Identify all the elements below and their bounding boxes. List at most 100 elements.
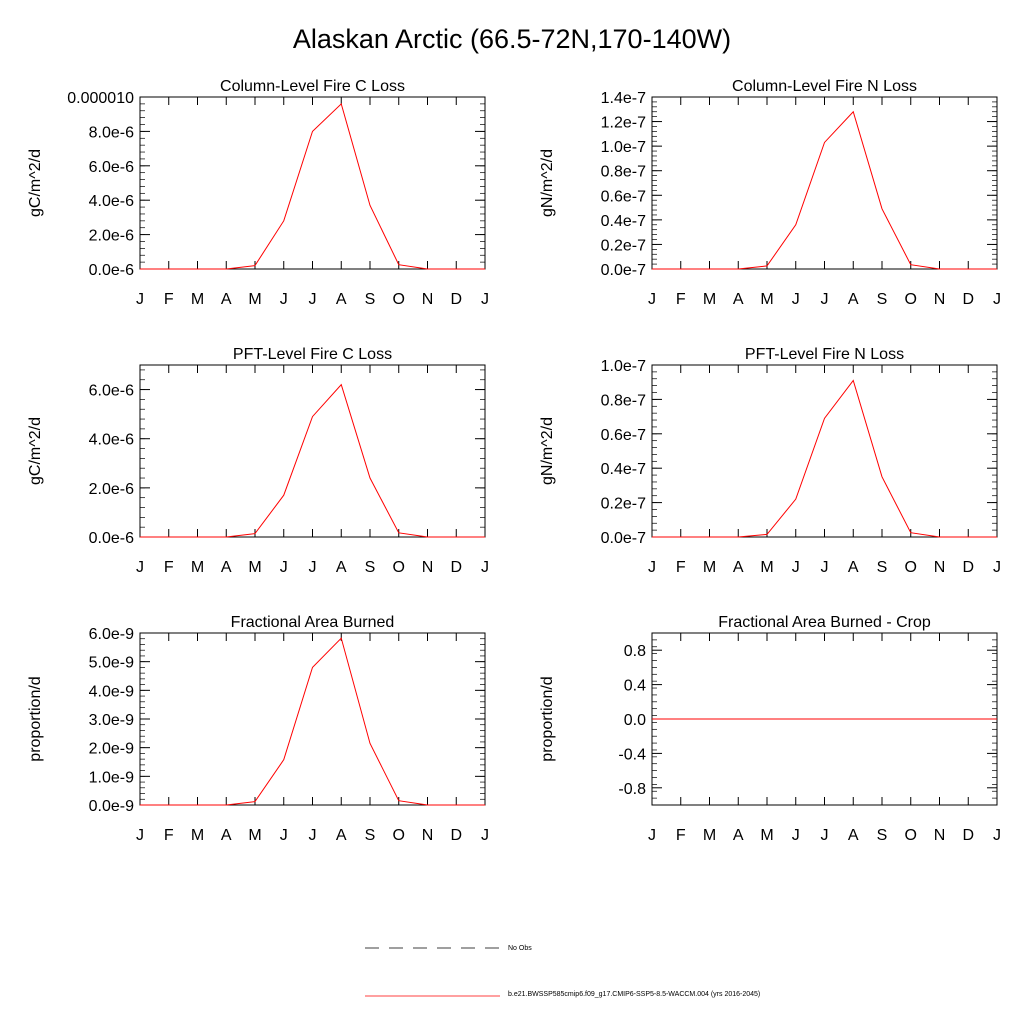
panel-2-xtick-label: D: [962, 291, 974, 308]
panel-3-xtick-label: O: [393, 559, 405, 576]
panel-5-xtick-label: M: [191, 827, 204, 844]
panel-5-xtick-label: F: [164, 827, 174, 844]
panel-2-ytick-label: 1.2e-7: [601, 115, 646, 132]
legend-model-swatch: [365, 995, 500, 997]
panel-4-ytick-label: 0.4e-7: [601, 461, 646, 478]
panel-4-ytick-label: 0.2e-7: [601, 496, 646, 513]
panel-5-title: Fractional Area Burned: [231, 614, 395, 631]
panel-1-ytick-label: 0.000010: [67, 90, 134, 107]
panel-3-title: PFT-Level Fire C Loss: [233, 346, 392, 363]
panel-1-xtick-label: S: [365, 291, 376, 308]
panel-2-ylabel: gN/m^2/d: [539, 149, 556, 217]
panel-5-ytick-label: 4.0e-9: [89, 683, 134, 700]
panel-5-xtick-label: N: [422, 827, 434, 844]
panel-5-xtick-label: J: [309, 827, 317, 844]
panel-6-xtick-label: M: [760, 827, 773, 844]
panel-5-xtick-label: M: [248, 827, 261, 844]
panel-6-ytick-label: 0.0: [624, 712, 646, 729]
panel-1-xtick-label: N: [422, 291, 434, 308]
panel-1-series-line: [140, 102, 485, 270]
panel-6-xtick-label: D: [962, 827, 974, 844]
panel-4-series-line: [652, 379, 997, 538]
panel-4-ytick-label: 1.0e-7: [601, 358, 646, 375]
panel-2-ytick-label: 0.4e-7: [601, 213, 646, 230]
panel-1-ylabel: gC/m^2/d: [27, 149, 44, 217]
panel-5-xtick-label: O: [393, 827, 405, 844]
panel-2-series-line: [652, 110, 997, 270]
panel-2-xtick-label: J: [993, 291, 1001, 308]
panel-6-xtick-label: N: [934, 827, 946, 844]
panel-5-xtick-label: A: [336, 827, 347, 844]
panel-1-title: Column-Level Fire C Loss: [220, 78, 405, 95]
panel-1-ytick-label: 6.0e-6: [89, 159, 134, 176]
panel-2-ytick-label: 1.4e-7: [601, 90, 646, 107]
panel-3-series-line: [140, 383, 485, 538]
panel-3-ylabel: gC/m^2/d: [27, 417, 44, 485]
panel-1-xtick-label: F: [164, 291, 174, 308]
panel-3-xtick-label: J: [309, 559, 317, 576]
panel-6-xtick-label: M: [703, 827, 716, 844]
panel-2-xtick-label: A: [848, 291, 859, 308]
panel-2-xtick-label: F: [676, 291, 686, 308]
panel-4-ylabel: gN/m^2/d: [539, 417, 556, 485]
panel-6-ylabel: proportion/d: [539, 676, 556, 761]
panel-6-xtick-label: J: [792, 827, 800, 844]
panel-4-xtick-label: O: [905, 559, 917, 576]
panel-4-xtick-label: F: [676, 559, 686, 576]
panel-6-xtick-label: J: [993, 827, 1001, 844]
legend-obs-label: No Obs: [508, 945, 532, 952]
panel-6-xtick-label: J: [648, 827, 656, 844]
panel-3-xtick-label: N: [422, 559, 434, 576]
panel-4-xtick-label: M: [760, 559, 773, 576]
panel-6-xtick-label: F: [676, 827, 686, 844]
panel-4-xtick-label: A: [733, 559, 744, 576]
panel-6-xtick-label: A: [733, 827, 744, 844]
panel-5-ytick-label: 2.0e-9: [89, 741, 134, 758]
panel-1-ytick-label: 4.0e-6: [89, 193, 134, 210]
panel-2-xtick-label: N: [934, 291, 946, 308]
panel-5-ytick-label: 6.0e-9: [89, 626, 134, 643]
panel-5-ytick-label: 0.0e-9: [89, 798, 134, 815]
panel-4-frame: [651, 364, 998, 538]
panel-1-ytick-label: 2.0e-6: [89, 228, 134, 245]
panel-6-ytick-label: -0.8: [618, 781, 646, 798]
panel-2-xtick-label: O: [905, 291, 917, 308]
panel-5-xtick-label: A: [221, 827, 232, 844]
panel-6-xtick-label: O: [905, 827, 917, 844]
panel-1-frame: [139, 96, 486, 270]
panel-4-xtick-label: M: [703, 559, 716, 576]
panel-4-xtick-label: J: [648, 559, 656, 576]
panel-2-ytick-label: 1.0e-7: [601, 139, 646, 156]
panel-5-xtick-label: S: [365, 827, 376, 844]
panel-2-xtick-label: J: [792, 291, 800, 308]
panel-6-ytick-label: 0.8: [624, 643, 646, 660]
panel-5-xtick-label: D: [450, 827, 462, 844]
panel-4-xtick-label: J: [993, 559, 1001, 576]
panel-6-xtick-label: J: [821, 827, 829, 844]
panel-3-xtick-label: M: [248, 559, 261, 576]
panel-2-title: Column-Level Fire N Loss: [732, 78, 917, 95]
panel-3-ytick-label: 2.0e-6: [89, 481, 134, 498]
panel-3-xtick-label: F: [164, 559, 174, 576]
panel-4-ytick-label: 0.8e-7: [601, 392, 646, 409]
panel-3-frame: [139, 364, 486, 538]
panel-1-ytick-label: 8.0e-6: [89, 124, 134, 141]
panel-6-xtick-label: S: [877, 827, 888, 844]
page-title: Alaskan Arctic (66.5-72N,170-140W): [292, 24, 732, 54]
panel-2-ytick-label: 0.8e-7: [601, 164, 646, 181]
panel-4-xtick-label: D: [962, 559, 974, 576]
panel-3-xtick-label: D: [450, 559, 462, 576]
panel-4-xtick-label: J: [821, 559, 829, 576]
panel-1-ytick-label: 0.0e-6: [89, 262, 134, 279]
panel-1-xtick-label: A: [221, 291, 232, 308]
panel-5-series-line: [140, 637, 485, 806]
panel-1-xtick-label: M: [248, 291, 261, 308]
panel-5-xtick-label: J: [136, 827, 144, 844]
panel-4-xtick-label: N: [934, 559, 946, 576]
panel-6-xtick-label: A: [848, 827, 859, 844]
panel-3-xtick-label: A: [336, 559, 347, 576]
panel-4-xtick-label: S: [877, 559, 888, 576]
panel-5-xtick-label: J: [481, 827, 489, 844]
panel-4-ytick-label: 0.6e-7: [601, 427, 646, 444]
